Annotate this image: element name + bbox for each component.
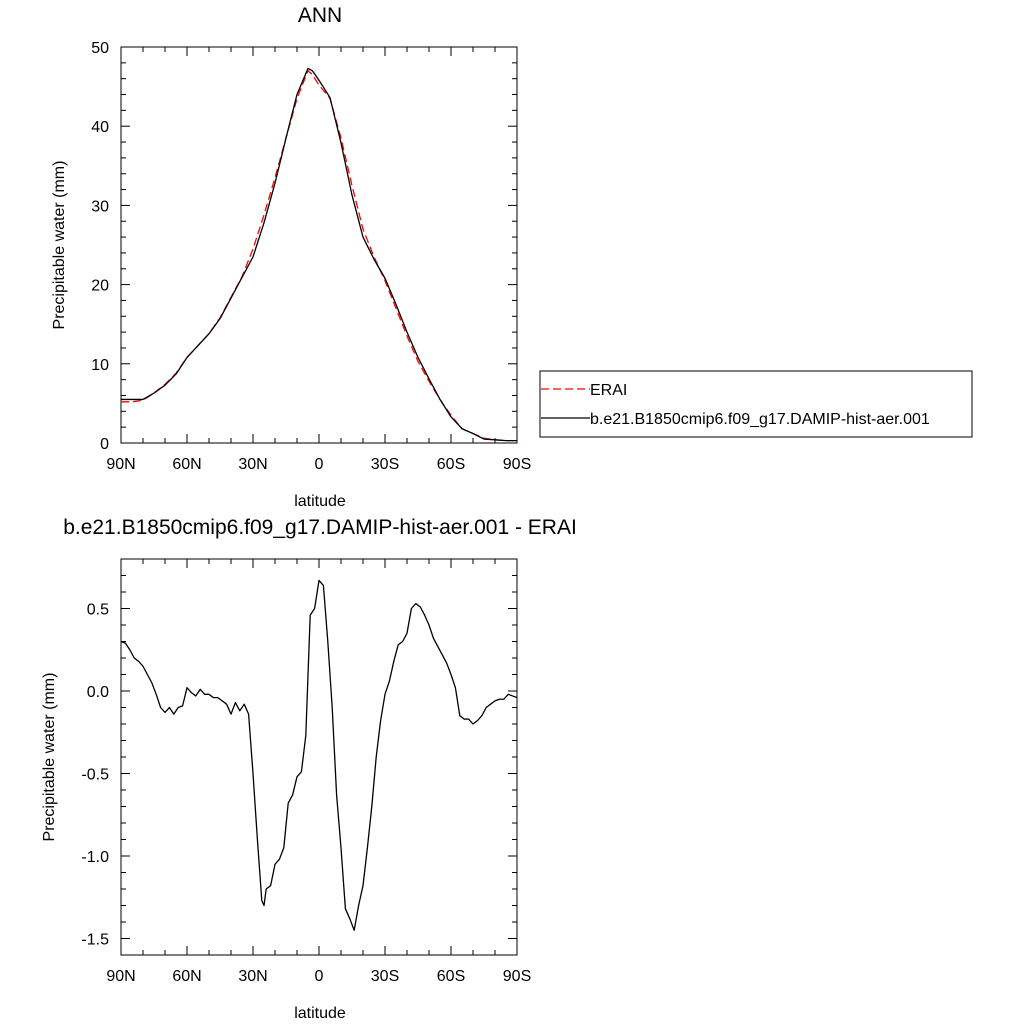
x-tick-label: 30N xyxy=(238,968,267,985)
bottom-plot-frame xyxy=(120,558,518,956)
legend-box xyxy=(539,370,973,438)
top-plot-frame xyxy=(120,46,518,444)
legend-label-model: b.e21.B1850cmip6.f09_g17.DAMIP-hist-aer.… xyxy=(590,411,930,428)
y-tick-label: -1.0 xyxy=(81,849,109,866)
x-tick-label: 30N xyxy=(238,456,267,473)
top-y-axis-label: Precipitable water (mm) xyxy=(51,161,68,330)
y-tick-label: 0.0 xyxy=(87,684,109,701)
y-tick-label: 30 xyxy=(91,198,109,215)
x-tick-label: 90N xyxy=(106,456,135,473)
bottom-y-axis-label: Precipitable water (mm) xyxy=(41,673,58,842)
x-tick-label: 0 xyxy=(315,456,324,473)
bottom-panel-title: b.e21.B1850cmip6.f09_g17.DAMIP-hist-aer.… xyxy=(63,516,577,539)
top-ticks: 90N 60N 30N 0 30S 60S 90S 0 10 20 30 40 50 xyxy=(91,40,531,473)
x-tick-label: 30S xyxy=(371,968,399,985)
y-tick-label: 40 xyxy=(91,119,109,136)
x-tick-label: 90S xyxy=(503,968,531,985)
x-tick-label: 60N xyxy=(172,968,201,985)
x-tick-label: 0 xyxy=(315,968,324,985)
top-series-lines xyxy=(121,67,517,442)
legend: ERAI b.e21.B1850cmip6.f09_g17.DAMIP-hist… xyxy=(539,370,973,438)
legend-label-erai: ERAI xyxy=(590,382,627,399)
bottom-ticks: 90N 60N 30N 0 30S 60S 90S -1.5 -1.0 -0.5 0.0 0.5 xyxy=(81,558,531,985)
bottom-series-lines xyxy=(120,579,518,931)
y-tick-label: 20 xyxy=(91,278,109,295)
y-tick-label: 50 xyxy=(91,40,109,57)
series-line-erai xyxy=(121,70,517,442)
top-panel: ANN 90N 60N 30N 0 30S 60S 90S 0 10 20 30 40 50 latit… xyxy=(51,4,531,510)
y-tick-label: 0 xyxy=(100,436,109,453)
top-panel-title: ANN xyxy=(298,4,342,27)
top-x-axis-label: latitude xyxy=(294,493,346,510)
y-tick-label: -1.5 xyxy=(81,932,109,949)
x-tick-label: 90S xyxy=(503,456,531,473)
x-tick-label: 30S xyxy=(371,456,399,473)
x-tick-label: 60N xyxy=(172,456,201,473)
x-tick-label: 90N xyxy=(106,968,135,985)
series-line-b-e21-b1850cmip6-f09-g17-damip-hist-aer-001 xyxy=(121,67,517,442)
x-tick-label: 60S xyxy=(437,456,465,473)
x-tick-label: 60S xyxy=(437,968,465,985)
bottom-x-axis-label: latitude xyxy=(294,1005,346,1022)
y-tick-label: 0.5 xyxy=(87,602,109,619)
bottom-panel: b.e21.B1850cmip6.f09_g17.DAMIP-hist-aer.… xyxy=(41,516,577,1022)
y-tick-label: 10 xyxy=(91,357,109,374)
series-line-difference-0 xyxy=(120,579,518,931)
y-tick-label: -0.5 xyxy=(81,767,109,784)
